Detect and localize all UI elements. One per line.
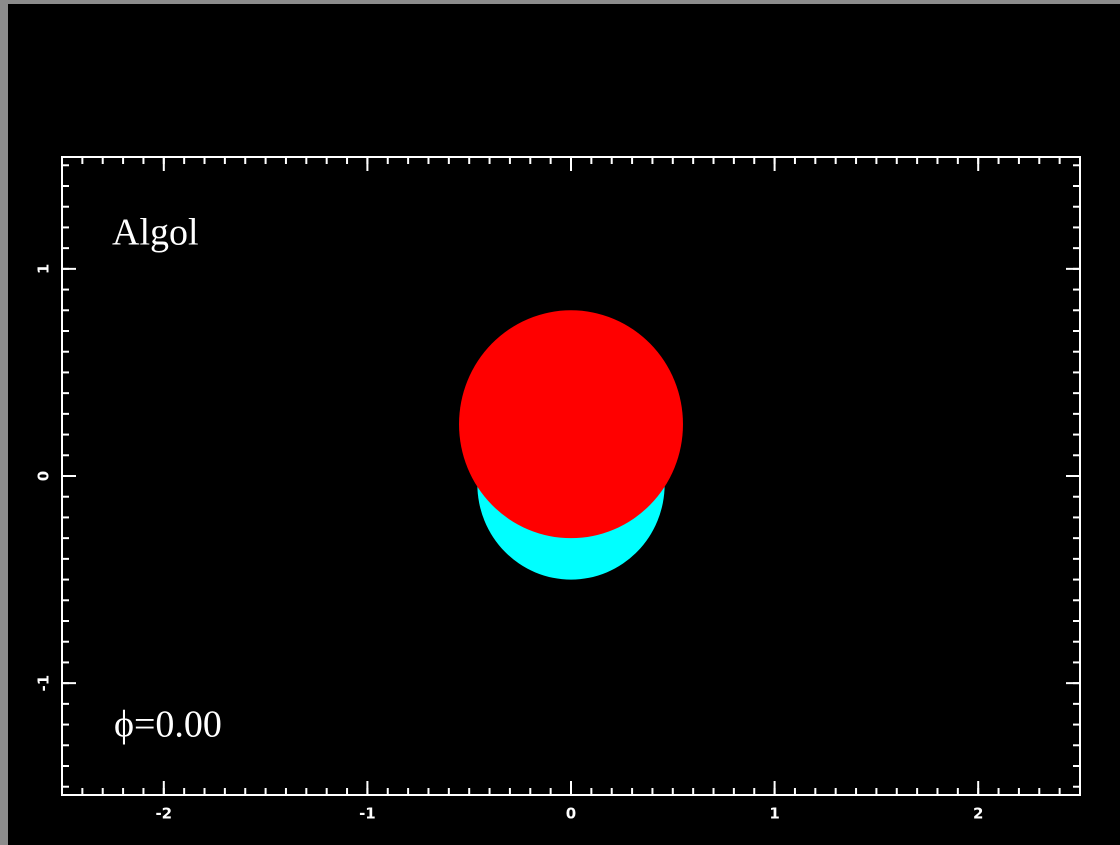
x-tick-label: 1 (769, 805, 779, 823)
x-tick-label: 0 (566, 805, 576, 823)
phase-label: ϕ=0.00 (114, 704, 222, 746)
y-tick-label: -1 (35, 675, 53, 692)
star-name: Algol (112, 212, 199, 254)
y-tick-label: 1 (35, 264, 53, 274)
chart: Algol ϕ=0.00 -2 -1 0 1 2 -1 0 1 (0, 0, 1120, 845)
x-tick-label: 2 (973, 805, 983, 823)
y-tick-label: 0 (35, 471, 53, 481)
x-tick-label: -1 (359, 805, 376, 823)
page: Algol ϕ=0.00 -2-1012-101 (() => { const … (0, 0, 1120, 845)
star (459, 310, 683, 538)
x-tick-label: -2 (155, 805, 172, 823)
